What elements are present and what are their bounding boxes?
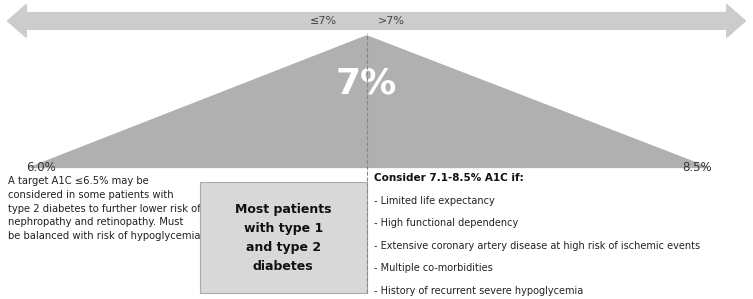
Text: ≤7%: ≤7%: [309, 16, 337, 26]
Text: 8.5%: 8.5%: [682, 161, 712, 174]
Text: Consider 7.1-8.5% A1C if:: Consider 7.1-8.5% A1C if:: [374, 173, 524, 183]
Text: - High functional dependency: - High functional dependency: [374, 218, 519, 228]
Text: 6.0%: 6.0%: [26, 161, 56, 174]
FancyBboxPatch shape: [200, 182, 367, 293]
Text: >7%: >7%: [378, 16, 405, 26]
Text: - History of recurrent severe hypoglycemia: - History of recurrent severe hypoglycem…: [374, 286, 584, 295]
Text: 7%: 7%: [336, 67, 398, 101]
Text: - Limited life expectancy: - Limited life expectancy: [374, 196, 495, 206]
Text: - Extensive coronary artery disease at high risk of ischemic events: - Extensive coronary artery disease at h…: [374, 241, 700, 251]
Text: A target A1C ≤6.5% may be
considered in some patients with
type 2 diabetes to fu: A target A1C ≤6.5% may be considered in …: [8, 176, 200, 241]
Polygon shape: [367, 4, 745, 37]
Polygon shape: [8, 4, 367, 37]
Text: Most patients
with type 1
and type 2
diabetes: Most patients with type 1 and type 2 dia…: [235, 203, 331, 273]
Polygon shape: [30, 36, 708, 167]
Text: - Multiple co-morbidities: - Multiple co-morbidities: [374, 263, 493, 273]
